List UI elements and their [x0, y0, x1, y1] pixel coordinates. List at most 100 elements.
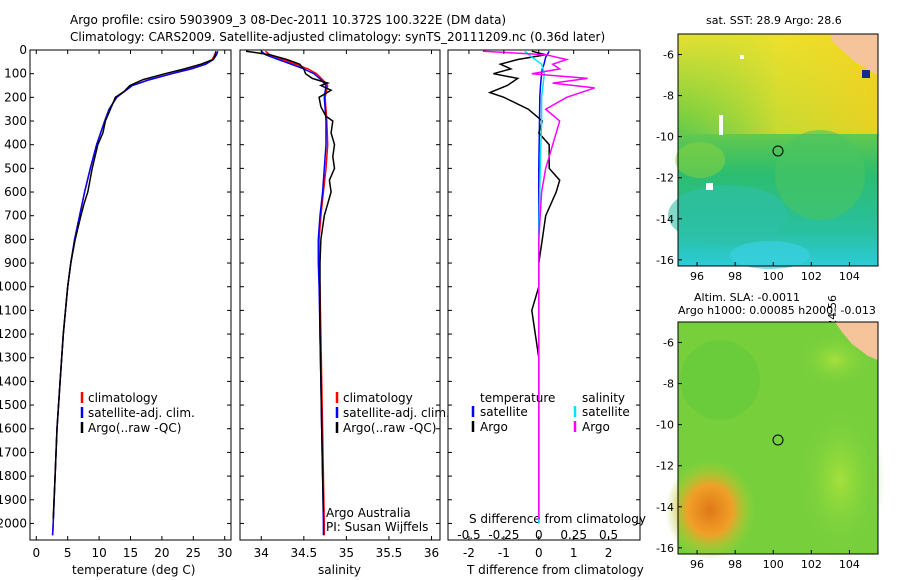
temperature-panel: 0 5 10 15 20 25 300100200300400500600700800900…	[0, 43, 232, 560]
title-line-2: Climatology: CARS2009. Satellite-adjuste…	[70, 30, 606, 44]
sla-land	[835, 322, 878, 360]
y-tick-label: 1800	[0, 469, 27, 483]
legend-label: Argo	[480, 420, 508, 434]
plot-frame	[29, 49, 232, 541]
map-x-tick-label: 104	[839, 558, 860, 571]
sst-argo-marker	[772, 145, 784, 157]
map-x-tick-label: 102	[801, 558, 822, 571]
salinity-panel: 34 34.5 35 35.5 36 climatologysatellite-adj. …	[239, 49, 450, 560]
pi-annotation: PI: Susan Wijffels	[326, 520, 429, 534]
y-tick-label: 1100	[0, 303, 27, 317]
legend-label: satellite	[582, 405, 630, 419]
legend-label: Argo	[582, 420, 610, 434]
y-tick-label: 1900	[0, 493, 27, 507]
y-tick-label: 1000	[0, 280, 27, 294]
map-y-tick-label: -12	[656, 460, 674, 473]
map-x-tick-label: 104	[839, 270, 860, 283]
y-tick-label: 400	[4, 138, 27, 152]
map-x-tick-label: 102	[801, 270, 822, 283]
map-x-tick-label: 100	[763, 558, 784, 571]
y-tick-label: 200	[4, 90, 27, 104]
y-tick-label: 1600	[0, 422, 27, 436]
series-line-climatology	[51, 50, 217, 536]
x-tick-label: -2	[463, 546, 475, 560]
map-y-tick-label: -14	[656, 501, 674, 514]
sst-map-title: sat. SST: 28.9 Argo: 28.6	[706, 14, 842, 27]
y-tick-label: 900	[4, 256, 27, 270]
series-line-climatology	[265, 50, 329, 536]
sla-map-title-2: Argo h1000: 0.00085 h2000: -0.013	[678, 304, 876, 317]
map-y-tick-label: -8	[663, 378, 674, 391]
temperature-xlabel: temperature (deg C)	[72, 563, 196, 577]
map-y-tick-label: -6	[663, 49, 674, 62]
x-tick-label: 20	[154, 546, 169, 560]
x-top-tick-label: 0.5	[599, 528, 618, 542]
x-tick-label: 0	[32, 546, 40, 560]
legend-label: satellite-adj. clim.	[88, 406, 195, 420]
map-y-tick-label: -8	[663, 90, 674, 103]
series-line-argo-raw-qc-	[52, 51, 217, 519]
legend-label: Argo(..raw -QC)	[88, 421, 181, 435]
y-tick-label: 1700	[0, 445, 27, 459]
legend-label: satellite	[480, 405, 528, 419]
y-tick-label: 700	[4, 209, 27, 223]
x-top-tick-label: 0	[535, 528, 543, 542]
map-y-tick-label: -16	[656, 542, 674, 555]
y-tick-label: 2000	[0, 516, 27, 530]
legend-label: climatology	[343, 391, 413, 405]
sst-missing-patch	[719, 115, 723, 135]
x-tick-label: 15	[123, 546, 138, 560]
map-y-tick-label: -10	[656, 419, 674, 432]
difference-xlabel: T difference from climatology	[467, 563, 644, 577]
series-line-satellite-adj-clim-	[260, 50, 327, 536]
sla-map-ticks: 96 98 100 102 104 -6 -8 -10 -12 -14 -16	[656, 337, 860, 571]
map-x-tick-label: 98	[728, 558, 742, 571]
series-line-temperature-satellite	[538, 50, 550, 524]
series-line-temperature-argo	[487, 50, 561, 519]
x-tick-label: 35	[339, 546, 354, 560]
map-y-tick-label: -16	[656, 254, 674, 267]
y-tick-label: 1200	[0, 327, 27, 341]
y-tick-label: 1500	[0, 398, 27, 412]
map-x-tick-label: 100	[763, 270, 784, 283]
series-line-satellite-adj-clim-	[51, 50, 219, 536]
sst-map: 96 98 100 102 104 -6 -8 -10 -12 -14 -16	[656, 33, 879, 283]
x-tick-label: -1	[498, 546, 510, 560]
map-y-tick-label: -12	[656, 172, 674, 185]
y-tick-label: 500	[4, 161, 27, 175]
map-x-tick-label: 96	[690, 558, 704, 571]
x-tick-label: 1	[570, 546, 578, 560]
title-line-1: Argo profile: csiro 5903909_3 08-Dec-201…	[70, 13, 507, 27]
sla-map: 96 98 100 102 104 -6 -8 -10 -12 -14 -16	[656, 321, 885, 571]
legend-label: satellite-adj. clim.	[343, 406, 450, 420]
y-tick-label: 800	[4, 232, 27, 246]
salinity-xlabel: salinity	[318, 563, 362, 577]
series-line-argo-raw-qc-	[245, 50, 336, 512]
legend-label: Argo(..raw -QC)	[343, 421, 436, 435]
map-y-tick-label: -10	[656, 131, 674, 144]
x-tick-label: 36	[424, 546, 439, 560]
legend-title-temperature: temperature	[480, 391, 555, 405]
x-tick-label: 0	[535, 546, 543, 560]
plot-frame	[447, 49, 641, 541]
y-tick-label: 100	[4, 67, 27, 81]
x-tick-label: 2	[605, 546, 613, 560]
x-top-tick-label: -0.25	[488, 528, 519, 542]
difference-xlabel-top: S difference from climatology	[469, 512, 646, 526]
x-top-tick-label: 0.25	[560, 528, 587, 542]
map-x-tick-label: 96	[690, 270, 704, 283]
sst-map-ticks: 96 98 100 102 104 -6 -8 -10 -12 -14 -16	[656, 49, 860, 283]
map-y-tick-label: -6	[663, 337, 674, 350]
argo-australia-annotation: Argo Australia	[326, 506, 411, 520]
x-tick-label: 5	[64, 546, 72, 560]
x-tick-label: 34.5	[290, 546, 317, 560]
map-x-tick-label: 98	[728, 270, 742, 283]
x-tick-label: 34	[254, 546, 269, 560]
y-tick-label: 0	[19, 43, 27, 57]
plot-frame	[239, 49, 441, 541]
y-tick-label: 1300	[0, 351, 27, 365]
y-tick-label: 300	[4, 114, 27, 128]
sla-map-title-1: Altim. SLA: -0.0011	[694, 291, 801, 304]
legend-title-salinity: salinity	[582, 391, 625, 405]
